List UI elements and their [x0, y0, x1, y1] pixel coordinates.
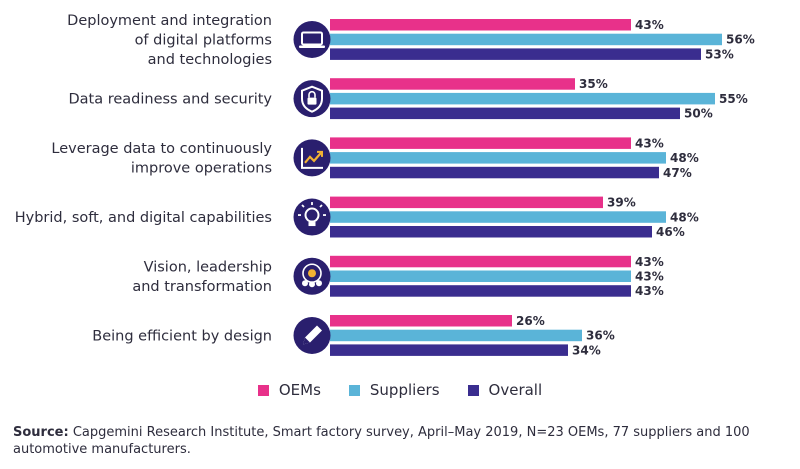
value-label-suppliers: 48% — [670, 151, 699, 165]
value-label-overall: 47% — [663, 166, 692, 180]
bar-suppliers — [330, 33, 722, 46]
category-group-data-readiness-and-security: Data readiness and security 35% 55% 50% — [68, 77, 747, 120]
bar-overall — [330, 107, 680, 120]
bar-overall — [330, 344, 568, 356]
bar-oems — [330, 315, 512, 327]
bar-overall — [330, 285, 631, 297]
value-label-overall: 34% — [572, 343, 601, 357]
bar-overall — [330, 166, 659, 179]
legend-label-oems: OEMs — [278, 381, 321, 399]
category-label: Deployment and integration — [67, 13, 272, 29]
value-label-overall: 53% — [705, 47, 734, 61]
category-label: Data readiness and security — [68, 92, 272, 108]
people-target-icon — [293, 257, 331, 295]
category-label: and technologies — [148, 52, 272, 68]
bar-oems — [330, 137, 631, 149]
source-note: Source: Capgemini Research Institute, Sm… — [13, 424, 793, 458]
category-label: Vision, leadership — [144, 260, 272, 276]
value-label-oems: 26% — [516, 314, 545, 328]
legend-swatch-overall — [467, 384, 479, 396]
legend-item-oems: OEMs — [257, 381, 321, 399]
icon-circle — [293, 198, 331, 236]
category-group-being-efficient-by-design: Being efficient by design 26% 36%34% — [92, 314, 614, 357]
pencil-icon — [293, 316, 331, 354]
source-label: Source: — [13, 425, 69, 440]
value-label-suppliers: 48% — [670, 210, 699, 224]
source-text: Capgemini Research Institute, Smart fact… — [13, 425, 750, 457]
value-label-suppliers: 36% — [586, 329, 615, 343]
value-label-oems: 43% — [635, 136, 664, 150]
value-label-oems: 43% — [635, 18, 664, 32]
legend-label-overall: Overall — [488, 381, 543, 399]
bar-oems — [330, 196, 603, 209]
category-label: Hybrid, soft, and digital capabilities — [15, 210, 272, 226]
value-label-oems: 43% — [635, 255, 664, 269]
category-label: improve operations — [131, 161, 272, 177]
lightbulb-icon — [293, 198, 331, 236]
legend-swatch-oems — [257, 384, 269, 396]
value-label-suppliers: 56% — [726, 33, 755, 47]
bar-oems — [330, 19, 631, 31]
bar-overall — [330, 48, 701, 60]
legend: OEMs Suppliers Overall — [0, 381, 800, 399]
value-label-suppliers: 43% — [635, 270, 664, 284]
value-label-oems: 39% — [607, 196, 636, 210]
value-label-suppliers: 55% — [719, 92, 748, 106]
category-group-leverage-data-to-continuously-improve-operations: Leverage data to continuously improve ope… — [51, 136, 698, 179]
category-label: Leverage data to continuously — [51, 141, 272, 157]
legend-swatch-suppliers — [348, 384, 360, 396]
category-label: and transformation — [132, 279, 272, 295]
value-label-oems: 35% — [579, 77, 608, 91]
bar-suppliers — [330, 270, 631, 282]
laptop-icon — [293, 20, 331, 58]
category-label: of digital platforms — [135, 32, 272, 48]
legend-label-suppliers: Suppliers — [369, 381, 440, 399]
category-group-hybrid-soft-and-digital-capabilities: Hybrid, soft, and digital capabilities 39… — [15, 196, 699, 239]
bar-overall — [330, 226, 652, 238]
bar-oems — [330, 255, 631, 268]
value-label-overall: 50% — [684, 107, 713, 121]
bar-suppliers — [330, 92, 715, 105]
icon-circle — [293, 20, 331, 58]
shield-lock-icon — [293, 80, 331, 118]
category-group-deployment-and-integration-of-digital-platforms-and-technologies: Deployment and integration of digital pla… — [67, 13, 755, 68]
bar-suppliers — [330, 152, 666, 164]
bar-oems — [330, 78, 575, 90]
category-label: Being efficient by design — [92, 328, 272, 344]
bar-suppliers — [330, 329, 582, 342]
bar-suppliers — [330, 211, 666, 223]
value-label-overall: 46% — [656, 225, 685, 239]
legend-item-suppliers: Suppliers — [348, 381, 440, 399]
chart-growth-icon — [293, 139, 331, 177]
value-label-overall: 43% — [635, 284, 664, 298]
bar-chart: Deployment and integration of digital pla… — [15, 13, 755, 357]
legend-item-overall: Overall — [467, 381, 543, 399]
